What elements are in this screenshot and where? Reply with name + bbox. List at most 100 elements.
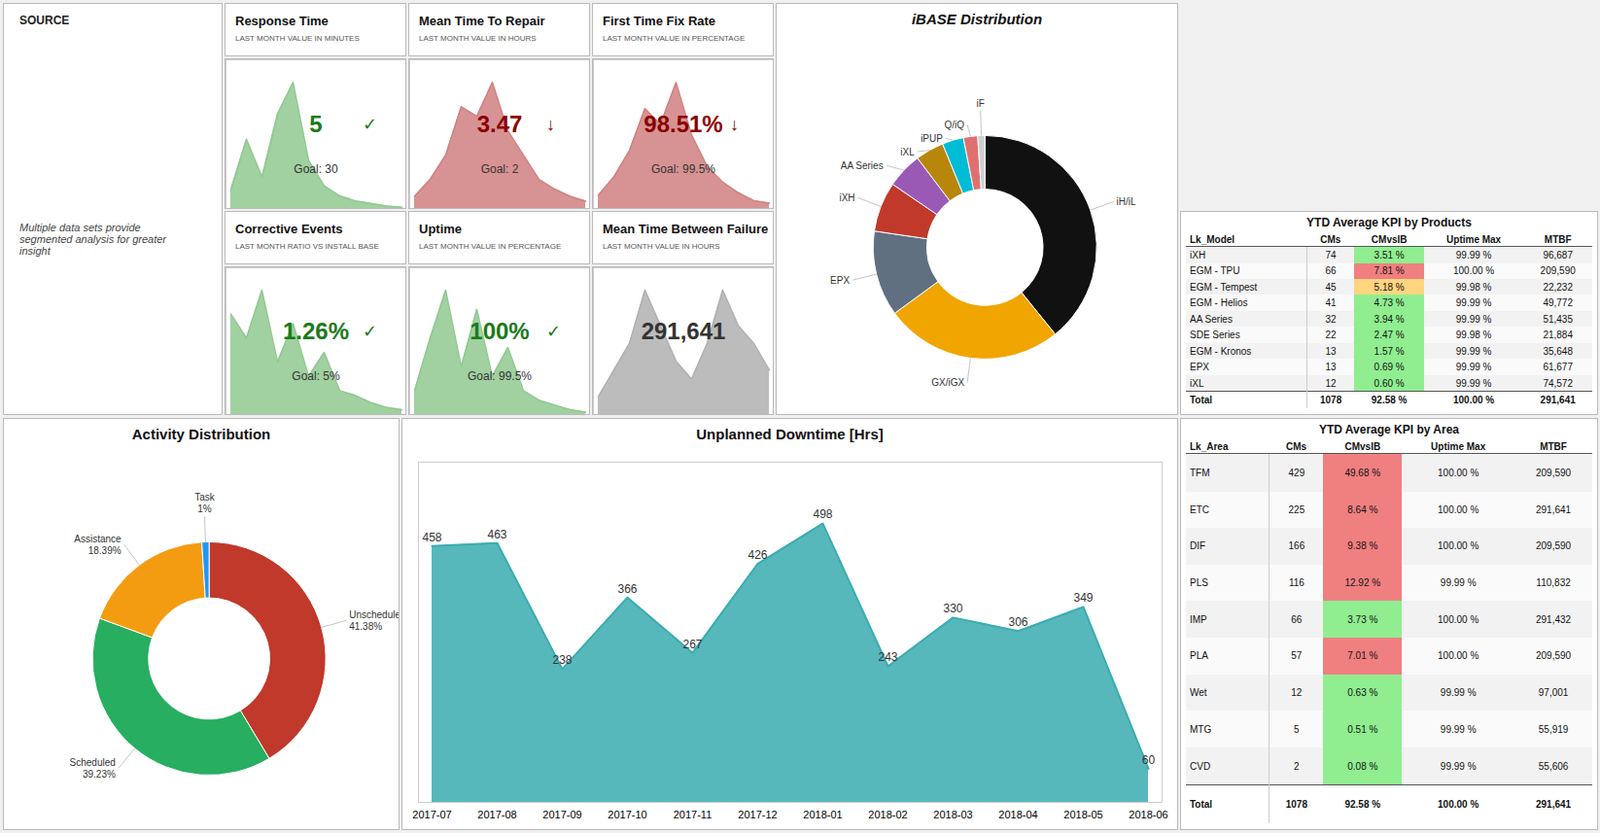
html-text:Unplanned Downtime [Hrs]: Unplanned Downtime [Hrs] <box>696 425 884 443</box>
html-text:Activity Distribution: Activity Distribution <box>131 425 271 443</box>
svg-text:463: 463 <box>486 527 507 542</box>
svg-text:↓: ↓ <box>730 114 739 135</box>
svg-text:Goal: 99.5%: Goal: 99.5% <box>467 369 532 383</box>
html-text:100.00 %: 100.00 % <box>1453 265 1495 277</box>
html-text:1.57 %: 1.57 % <box>1374 345 1405 357</box>
svg-text:1.26%: 1.26% <box>282 317 349 345</box>
html-text:EGM - Helios: EGM - Helios <box>1189 297 1248 309</box>
svg-text:498: 498 <box>812 507 833 522</box>
svg-text:2018-06: 2018-06 <box>1128 808 1168 821</box>
svg-text:Q/iQ: Q/iQ <box>944 119 966 131</box>
svg-text:Goal: 2: Goal: 2 <box>481 162 520 176</box>
svg-text:426: 426 <box>747 548 767 562</box>
html-text:Mean Time To Repair: Mean Time To Repair <box>418 13 545 29</box>
svg-text:2017-11: 2017-11 <box>673 808 713 821</box>
html-text:SDE Series: SDE Series <box>1189 329 1241 341</box>
svg-text:✓: ✓ <box>362 114 378 135</box>
svg-text:iXH: iXH <box>838 192 855 204</box>
svg-text:✓: ✓ <box>546 321 561 342</box>
html-text:22: 22 <box>1325 329 1337 341</box>
svg-text:Scheduled39.23%: Scheduled39.23% <box>69 757 116 780</box>
html-text:Multiple data sets provide seg: Multiple data sets provide segmented ana… <box>19 221 167 257</box>
html-text:First Time Fix Rate: First Time Fix Rate <box>602 13 716 29</box>
svg-text:Unscheduled...41.38%: Unscheduled...41.38% <box>348 609 399 632</box>
html-text:99.99 %: 99.99 % <box>1455 249 1492 261</box>
html-text:209,590: 209,590 <box>1540 265 1576 277</box>
html-text:74: 74 <box>1325 249 1337 261</box>
svg-text:iXL: iXL <box>900 146 915 158</box>
html-text:Mean Time Between Failure: Mean Time Between Failure <box>602 221 769 237</box>
svg-text:2018-02: 2018-02 <box>868 808 907 821</box>
html-text:EGM - Kronos: EGM - Kronos <box>1189 345 1252 357</box>
svg-text:Task1%: Task1% <box>194 491 216 515</box>
html-text:iXH: iXH <box>1189 249 1206 261</box>
html-text:49,772: 49,772 <box>1543 297 1573 309</box>
html-text:5.18 %: 5.18 % <box>1374 281 1405 293</box>
svg-text:349: 349 <box>1073 591 1093 605</box>
html-text:32: 32 <box>1325 313 1337 325</box>
html-text:99.99 %: 99.99 % <box>1455 345 1492 357</box>
html-text:99.99 %: 99.99 % <box>1455 297 1492 309</box>
svg-text:✓: ✓ <box>362 321 378 342</box>
html-text:66: 66 <box>1325 265 1337 277</box>
html-text:YTD Average KPI by Products: YTD Average KPI by Products <box>1306 215 1472 230</box>
svg-text:98.51%: 98.51% <box>643 110 723 138</box>
html-text:3.51 %: 3.51 % <box>1374 249 1405 261</box>
html-text:3.94 %: 3.94 % <box>1374 313 1405 325</box>
html-text:Uptime: Uptime <box>418 221 462 237</box>
html-text:Response Time: Response Time <box>235 13 329 29</box>
svg-text:458: 458 <box>421 529 442 544</box>
html-text:22,232: 22,232 <box>1543 281 1573 293</box>
svg-text:5: 5 <box>309 110 322 138</box>
svg-text:Goal: 5%: Goal: 5% <box>291 369 341 383</box>
html-text:SOURCE: SOURCE <box>19 13 70 28</box>
html-text:96,687: 96,687 <box>1543 249 1573 261</box>
svg-text:3.47: 3.47 <box>477 110 523 138</box>
svg-text:2018-03: 2018-03 <box>933 808 973 821</box>
html-text:41: 41 <box>1325 297 1337 309</box>
svg-text:iF: iF <box>976 98 985 109</box>
html-text:99.99 %: 99.99 % <box>1455 313 1492 325</box>
svg-text:291,641: 291,641 <box>641 317 727 345</box>
html-text:2.47 %: 2.47 % <box>1374 329 1405 341</box>
html-text:45: 45 <box>1325 281 1337 293</box>
svg-text:2018-01: 2018-01 <box>802 808 842 821</box>
svg-text:2017-12: 2017-12 <box>737 808 777 821</box>
html-text:Corrective Events: Corrective Events <box>235 221 343 237</box>
svg-text:100%: 100% <box>469 317 529 345</box>
html-text:AA Series: AA Series <box>1189 313 1233 325</box>
html-text:4.73 %: 4.73 % <box>1374 297 1405 309</box>
svg-text:330: 330 <box>942 601 963 616</box>
svg-text:2018-05: 2018-05 <box>1063 808 1103 821</box>
svg-text:Goal: 99.5%: Goal: 99.5% <box>651 162 716 176</box>
svg-text:AA Series: AA Series <box>840 160 884 172</box>
html-text:YTD Average KPI by Area: YTD Average KPI by Area <box>1319 422 1460 437</box>
html-text:13: 13 <box>1325 345 1337 357</box>
html-text:99.98 %: 99.98 % <box>1455 329 1492 341</box>
svg-text:267: 267 <box>682 637 702 652</box>
svg-text:366: 366 <box>617 581 637 595</box>
svg-text:2017-07: 2017-07 <box>412 808 452 821</box>
html-text:99.98 %: 99.98 % <box>1455 281 1492 293</box>
svg-text:2017-09: 2017-09 <box>542 808 582 821</box>
svg-text:Assistance18.39%: Assistance18.39% <box>73 533 122 557</box>
svg-text:GX/iGX: GX/iGX <box>931 377 965 388</box>
svg-text:238: 238 <box>552 653 572 667</box>
svg-text:↓: ↓ <box>546 114 556 135</box>
html-text:51,435: 51,435 <box>1543 313 1573 325</box>
html-text:EGM - Tempest: EGM - Tempest <box>1189 281 1258 293</box>
svg-text:306: 306 <box>1008 615 1028 629</box>
html-text:7.81 %: 7.81 % <box>1374 265 1405 277</box>
svg-text:243: 243 <box>877 650 898 664</box>
html-text:iBASE Distribution: iBASE Distribution <box>911 10 1043 28</box>
svg-text:60: 60 <box>1142 753 1156 767</box>
html-text:21,884: 21,884 <box>1543 329 1573 341</box>
html-text:EGM - TPU: EGM - TPU <box>1189 265 1240 277</box>
svg-text:2017-10: 2017-10 <box>607 808 647 821</box>
svg-text:iPUP: iPUP <box>920 133 943 144</box>
svg-text:2017-08: 2017-08 <box>477 808 517 821</box>
svg-text:2018-04: 2018-04 <box>998 808 1038 821</box>
svg-text:Goal: 30: Goal: 30 <box>293 162 339 176</box>
svg-text:iH/iL: iH/iL <box>1116 196 1137 208</box>
svg-text:EPX: EPX <box>830 275 850 286</box>
